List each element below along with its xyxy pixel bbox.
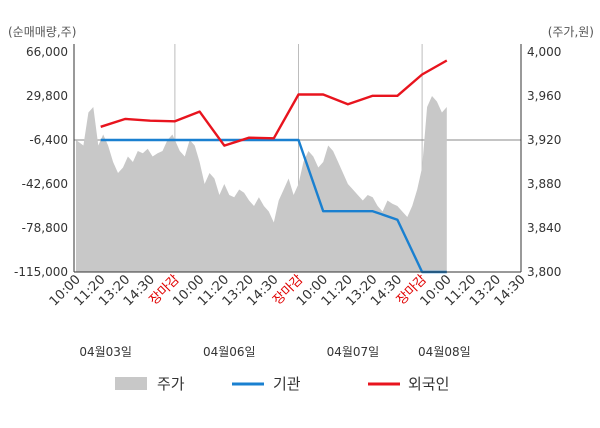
legend-institution-label: 기관 (273, 375, 301, 393)
series-line-foreign (100, 59, 448, 147)
left-tick-label: -6,400 (29, 133, 68, 147)
right-tick-label: 3,880 (527, 177, 561, 191)
right-tick-label: 3,960 (527, 89, 561, 103)
left-tick-label: 66,000 (26, 45, 68, 59)
right-tick-label: 4,000 (527, 45, 561, 59)
date-label: 04월03일 (79, 345, 132, 359)
right-axis-ticks: 4,000 3,960 3,920 3,880 3,840 3,800 (527, 45, 561, 279)
line-series-layer (100, 59, 448, 274)
left-tick-label: 29,800 (26, 89, 68, 103)
legend-price-swatch (115, 377, 147, 390)
date-labels: 04월03일 04월06일 04월07일 04월08일 (79, 345, 470, 359)
series-line-institution (100, 138, 447, 274)
right-tick-label: 3,800 (527, 265, 561, 279)
left-tick-label: -78,800 (22, 221, 68, 235)
legend-price-label: 주가 (157, 375, 185, 393)
legend-foreign-label: 외국인 (408, 375, 449, 393)
date-label: 04월07일 (327, 345, 380, 359)
right-tick-label: 3,840 (527, 221, 561, 235)
legend: 주가 기관 외국인 (115, 375, 449, 393)
left-tick-label: -42,600 (22, 177, 68, 191)
date-label: 04월06일 (203, 345, 256, 359)
date-label: 04월08일 (418, 345, 471, 359)
right-axis-label: (주가,원) (548, 25, 594, 39)
x-axis-ticks: 10:0011:2013:2014:30장마감10:0011:2013:2014… (47, 272, 529, 309)
left-tick-label: -115,000 (14, 265, 68, 279)
axes (73, 44, 522, 273)
right-tick-label: 3,920 (527, 133, 561, 147)
left-axis-label: (순매매량,주) (8, 25, 76, 39)
left-axis-ticks: 66,000 29,800 -6,400 -42,600 -78,800 -115,000 (14, 45, 68, 279)
